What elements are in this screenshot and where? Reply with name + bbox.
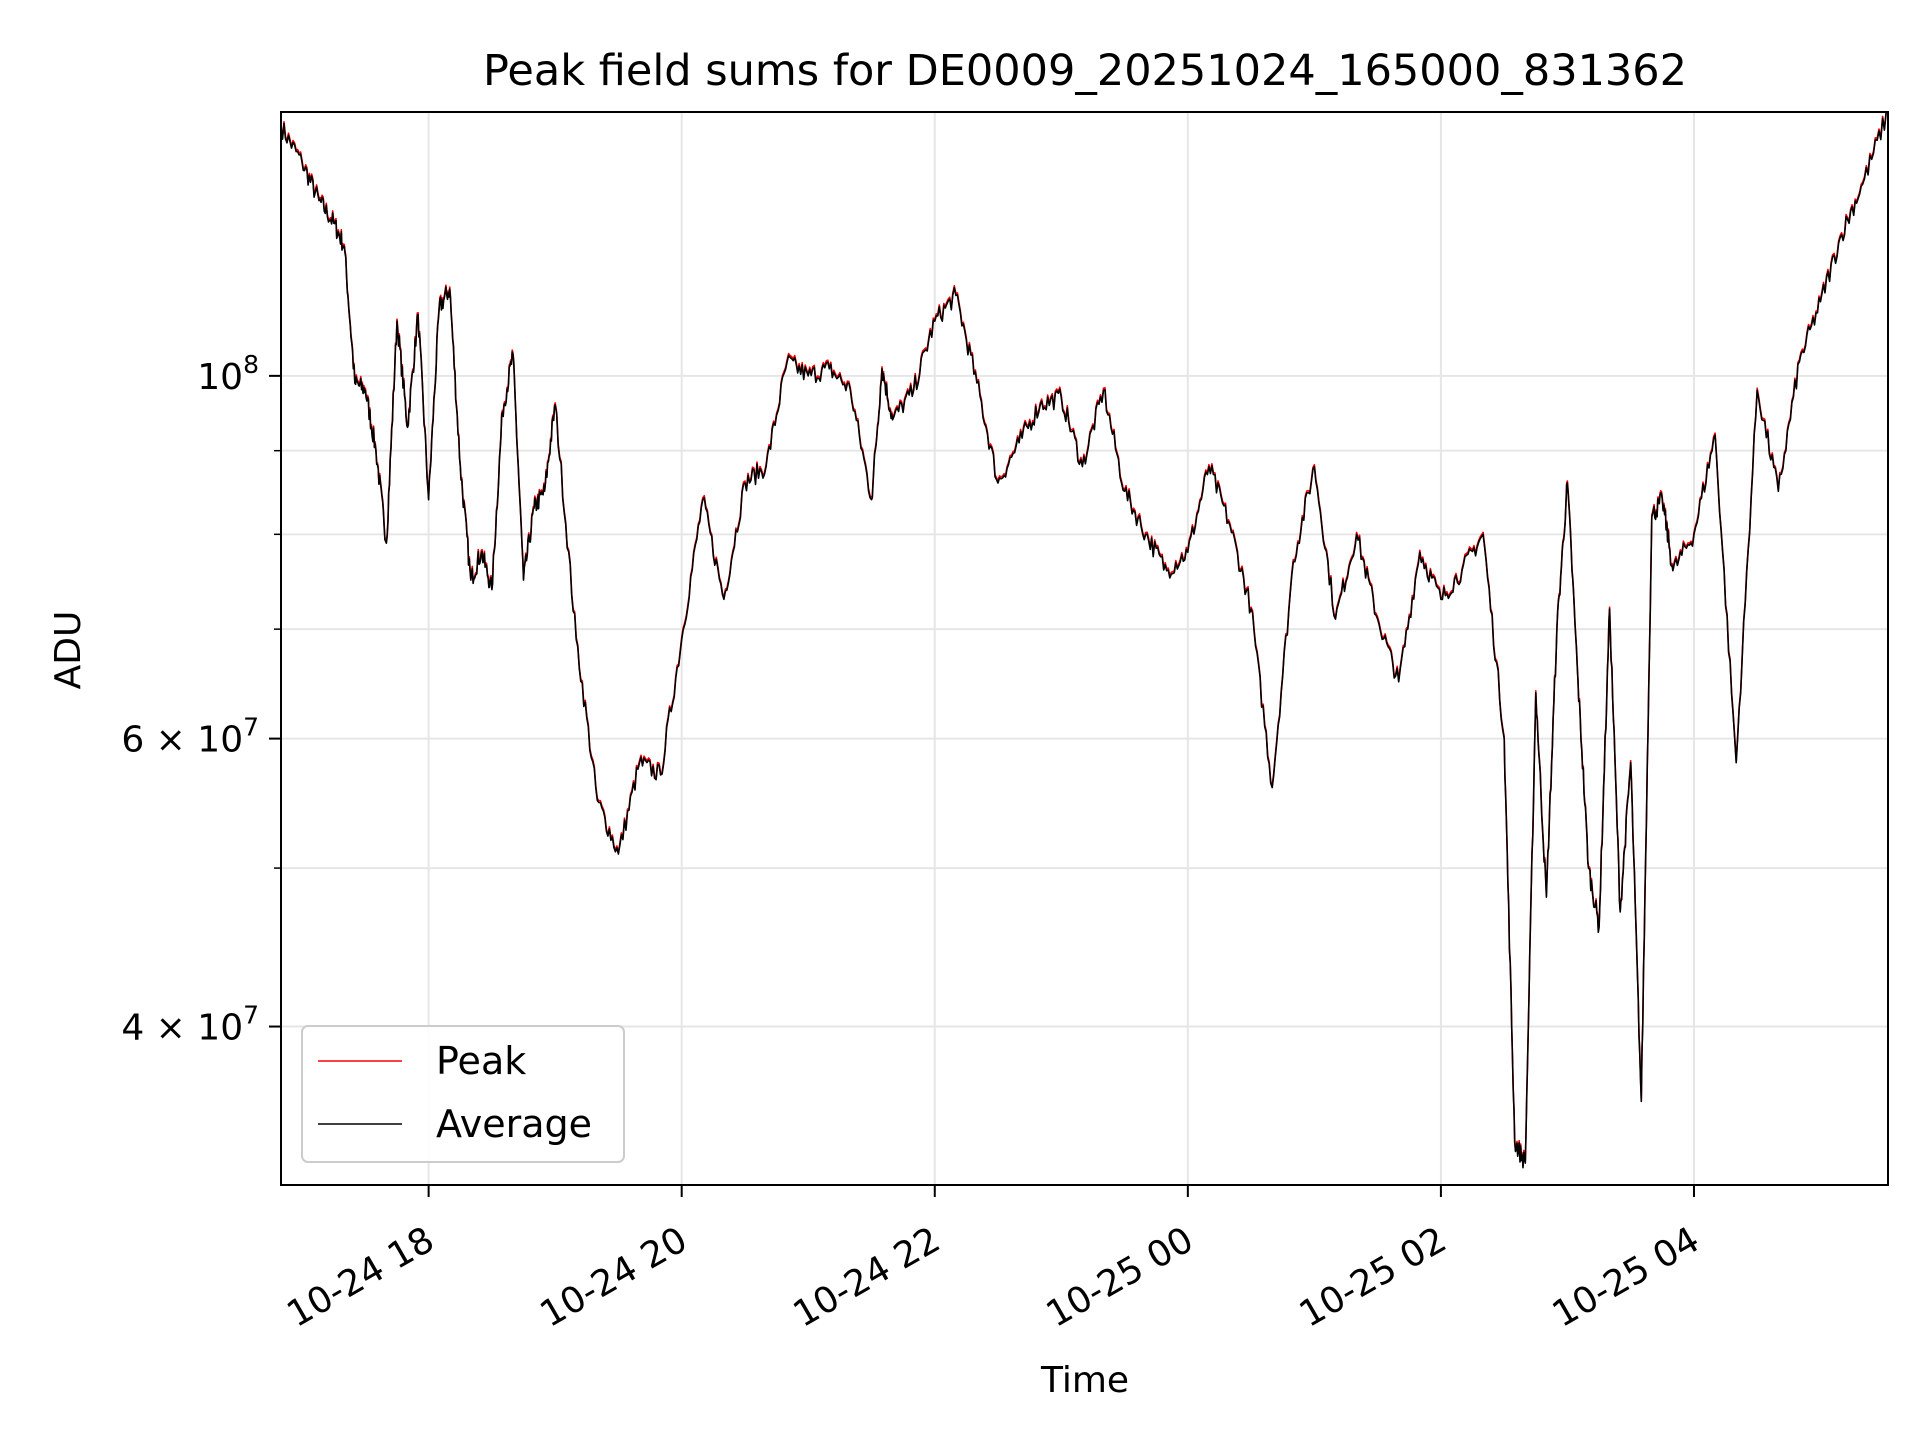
y-axis: 108 6 × 107 4 × 107	[121, 350, 281, 1049]
legend: Peak Average	[301, 1025, 625, 1163]
grid	[281, 112, 1888, 1185]
x-axis-label: Time	[1040, 1360, 1129, 1401]
plot-frame	[280, 111, 1889, 1186]
legend-label-peak: Peak	[436, 1039, 526, 1083]
legend-label-average: Average	[436, 1102, 592, 1146]
y-tick-label: 108	[197, 350, 259, 398]
y-tick-label: 6 × 107	[121, 713, 259, 761]
y-tick-label: 4 × 107	[121, 1001, 259, 1049]
series-line-average	[280, 111, 1888, 1169]
legend-box	[301, 1025, 625, 1163]
chart-title: Peak field sums for DE0009_20251024_1650…	[483, 46, 1687, 96]
y-axis-label: ADU	[48, 611, 89, 690]
series-layer	[280, 111, 1888, 1169]
